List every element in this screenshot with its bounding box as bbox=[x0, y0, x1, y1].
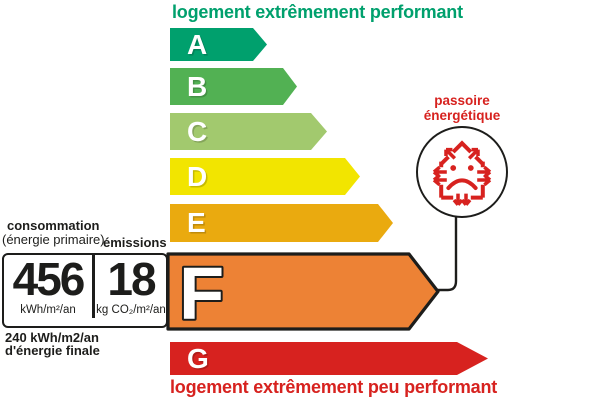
sad-house-heat-loss-icon bbox=[432, 140, 492, 206]
rating-arrow-d: D bbox=[170, 158, 360, 195]
rating-letter-f: F bbox=[179, 252, 224, 332]
rating-arrow-e: E bbox=[170, 204, 393, 242]
emissions-value: 18 bbox=[107, 253, 156, 305]
rating-letter-d: D bbox=[187, 160, 208, 192]
rating-letter-a: A bbox=[187, 28, 208, 60]
energy-sieve-label: passoire énergétique bbox=[400, 93, 524, 123]
rating-arrow-a: A bbox=[170, 28, 267, 61]
rating-letter-c: C bbox=[187, 115, 208, 147]
top-caption: logement extrêmement performant bbox=[172, 2, 463, 22]
rating-arrow-f-current: F bbox=[166, 251, 440, 332]
emissions-label: émissions bbox=[103, 235, 167, 250]
rating-letter-e: E bbox=[187, 207, 206, 238]
consumption-label: consommation bbox=[7, 218, 100, 233]
value-box-divider bbox=[92, 255, 95, 318]
energy-sieve-label-line1: passoire bbox=[434, 93, 490, 108]
rating-letter-b: B bbox=[187, 70, 208, 102]
rating-arrow-b: B bbox=[170, 68, 297, 105]
metrics-value-box: 456 kWh/m²/an 18 kg CO₂/m²/an bbox=[2, 253, 168, 328]
rating-arrow-g: G bbox=[170, 342, 488, 375]
final-energy-line2: d'énergie finale bbox=[5, 343, 100, 358]
energy-sieve-label-line2: énergétique bbox=[423, 108, 501, 123]
rating-arrow-c: C bbox=[170, 113, 327, 150]
consumption-sublabel: (énergie primaire) bbox=[2, 232, 105, 247]
consumption-unit: kWh/m²/an bbox=[20, 304, 76, 316]
final-energy-line1: 240 kWh/m2/an bbox=[5, 330, 99, 345]
energy-sieve-badge bbox=[416, 126, 508, 218]
rating-arrow-f-shape bbox=[166, 252, 440, 331]
emissions-column: 18 kg CO₂/m²/an bbox=[95, 255, 167, 326]
rating-letter-g: G bbox=[187, 342, 209, 374]
emissions-unit: kg CO₂/m²/an bbox=[96, 304, 166, 316]
consumption-column: 456 kWh/m²/an bbox=[4, 255, 92, 326]
consumption-value: 456 bbox=[12, 253, 86, 305]
bottom-caption: logement extrêmement peu performant bbox=[170, 377, 498, 397]
